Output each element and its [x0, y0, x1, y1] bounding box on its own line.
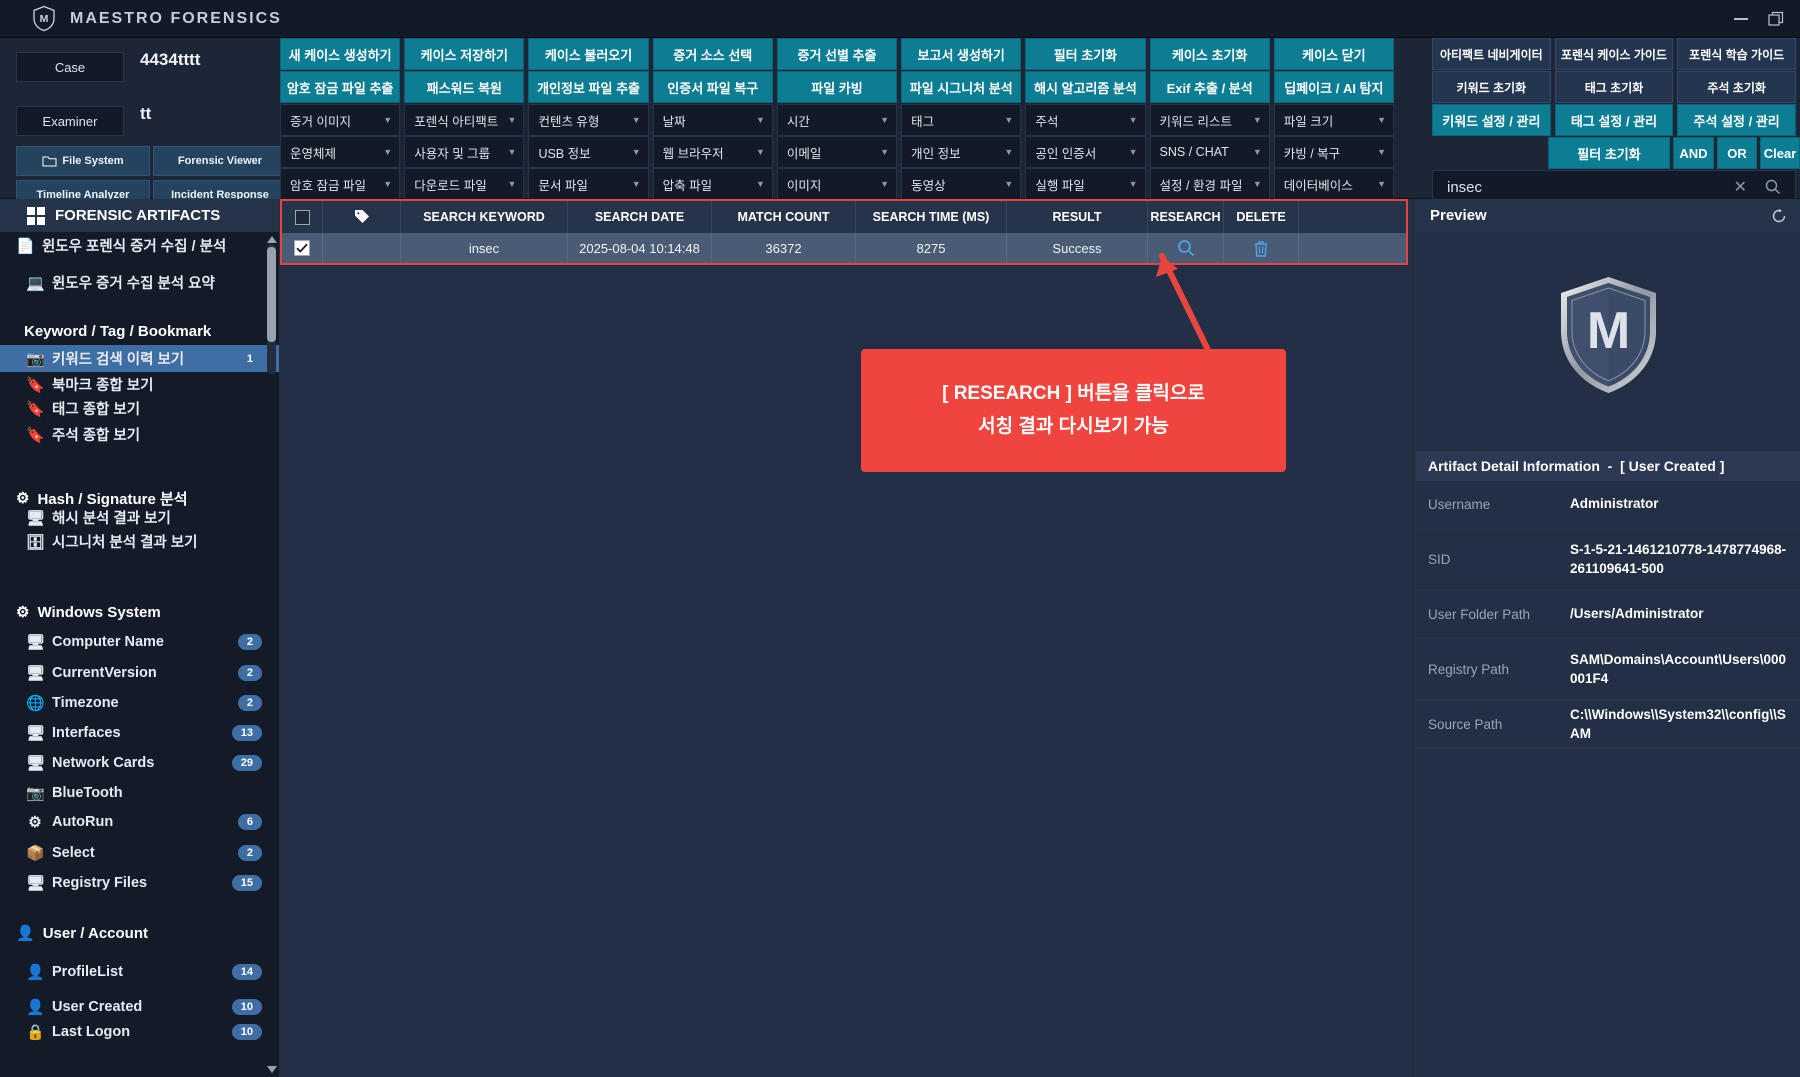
- svg-text:M: M: [1587, 302, 1630, 360]
- svg-text:M: M: [40, 13, 49, 25]
